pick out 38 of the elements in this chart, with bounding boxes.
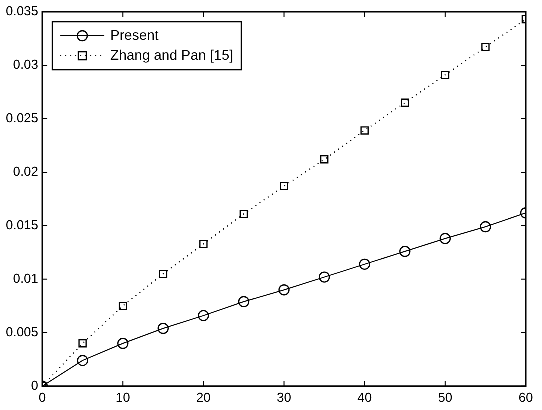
y-tick-label: 0.015: [6, 218, 39, 233]
point: [158, 323, 169, 334]
y-tick-label: 0.02: [13, 164, 39, 180]
point: [280, 182, 288, 190]
point: [238, 296, 250, 308]
point: [200, 240, 208, 248]
point: [159, 270, 168, 278]
point: [359, 258, 370, 270]
point: [318, 272, 330, 283]
point: [482, 43, 490, 52]
y-tick-label: 0.035: [6, 4, 39, 19]
point: [278, 284, 290, 296]
x-tick-label: 40: [358, 390, 372, 405]
point: [480, 221, 492, 233]
point: [400, 246, 411, 258]
legend-label: Zhang and Pan [15]: [110, 46, 234, 63]
y-tick-label: 0.025: [6, 110, 39, 126]
x-tick-label: 50: [438, 390, 453, 405]
point: [78, 339, 87, 348]
point: [401, 98, 410, 108]
point: [320, 155, 329, 164]
point: [77, 355, 88, 366]
y-tick-label: 0.005: [6, 324, 39, 340]
point: [118, 302, 128, 310]
x-tick-label: 20: [196, 390, 211, 405]
point: [240, 210, 248, 218]
x-tick-label: 30: [277, 390, 292, 405]
legend-label: Present: [110, 26, 159, 43]
point: [118, 338, 129, 350]
x-tick-label: 10: [116, 390, 130, 405]
point: [360, 126, 369, 135]
y-tick-label: 0.01: [13, 271, 39, 286]
point: [440, 233, 452, 244]
y-tick-label: 0: [31, 378, 39, 393]
point: [198, 310, 210, 322]
point: [441, 70, 450, 80]
x-tick-label: 60: [518, 390, 534, 405]
y-tick-label: 0.03: [13, 57, 39, 72]
